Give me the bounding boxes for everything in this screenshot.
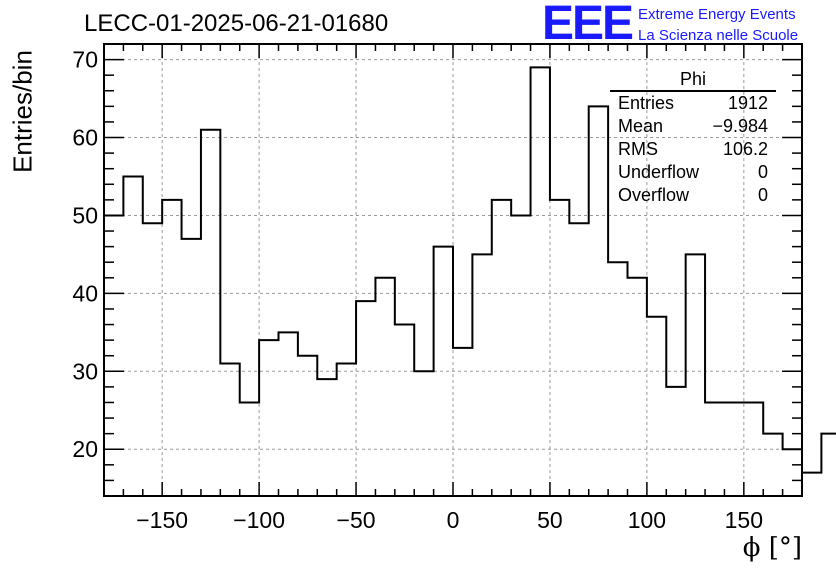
x-axis-ticks <box>103 44 803 496</box>
stats-label: Mean <box>618 116 664 136</box>
y-tick-label: 30 <box>72 358 98 384</box>
stats-row-underflow: Underflow 0 <box>610 161 776 184</box>
x-tick-label: 50 <box>537 507 563 533</box>
y-tick-label: 60 <box>72 125 98 151</box>
stats-row-rms: RMS 106.2 <box>610 138 776 161</box>
x-tick-label: 150 <box>725 507 763 533</box>
y-tick-label: 50 <box>72 202 98 228</box>
stats-row-entries: Entries 1912 <box>610 92 776 115</box>
y-tick-label: 20 <box>72 436 98 462</box>
logo-caption-line1: Extreme Energy Events <box>638 6 796 23</box>
stats-title: Phi <box>610 68 776 92</box>
y-tick-label: 70 <box>72 47 98 73</box>
eee-logo: EEE <box>542 0 634 50</box>
stats-label: Entries <box>618 93 675 113</box>
stats-value: −9.984 <box>712 116 768 136</box>
histogram-line <box>104 66 836 474</box>
stats-value: 1912 <box>727 93 768 113</box>
x-tick-label: 0 <box>447 507 460 533</box>
y-tick-labels: 20 30 40 50 60 70 <box>72 47 98 463</box>
stats-value: 106.2 <box>722 139 768 159</box>
x-tick-labels: −150 −100 −50 0 50 100 150 <box>136 507 763 533</box>
stats-row-mean: Mean −9.984 <box>610 115 776 138</box>
logo-caption: Extreme Energy Events La Scienza nelle S… <box>638 4 798 46</box>
y-tick-label: 40 <box>72 280 98 306</box>
stats-box: Phi Entries 1912 Mean −9.984 RMS 106.2 U… <box>610 68 776 207</box>
stats-label: Overflow <box>618 185 690 205</box>
x-tick-label: −100 <box>233 507 285 533</box>
x-tick-label: −150 <box>136 507 188 533</box>
stats-label: RMS <box>618 139 658 159</box>
y-axis-label: Entries/bin <box>7 50 38 173</box>
x-tick-label: 100 <box>628 507 666 533</box>
x-tick-label: −50 <box>337 507 376 533</box>
logo-caption-line2: La Scienza nelle Scuole <box>638 27 799 44</box>
stats-row-overflow: Overflow 0 <box>610 184 776 207</box>
x-axis-label: ϕ [°] <box>742 533 802 563</box>
stats-label: Underflow <box>618 162 700 182</box>
plot-frame <box>103 43 803 497</box>
stats-value: 0 <box>757 162 768 182</box>
stats-value: 0 <box>757 185 768 205</box>
chart-title: LECC-01-2025-06-21-01680 <box>84 10 389 37</box>
